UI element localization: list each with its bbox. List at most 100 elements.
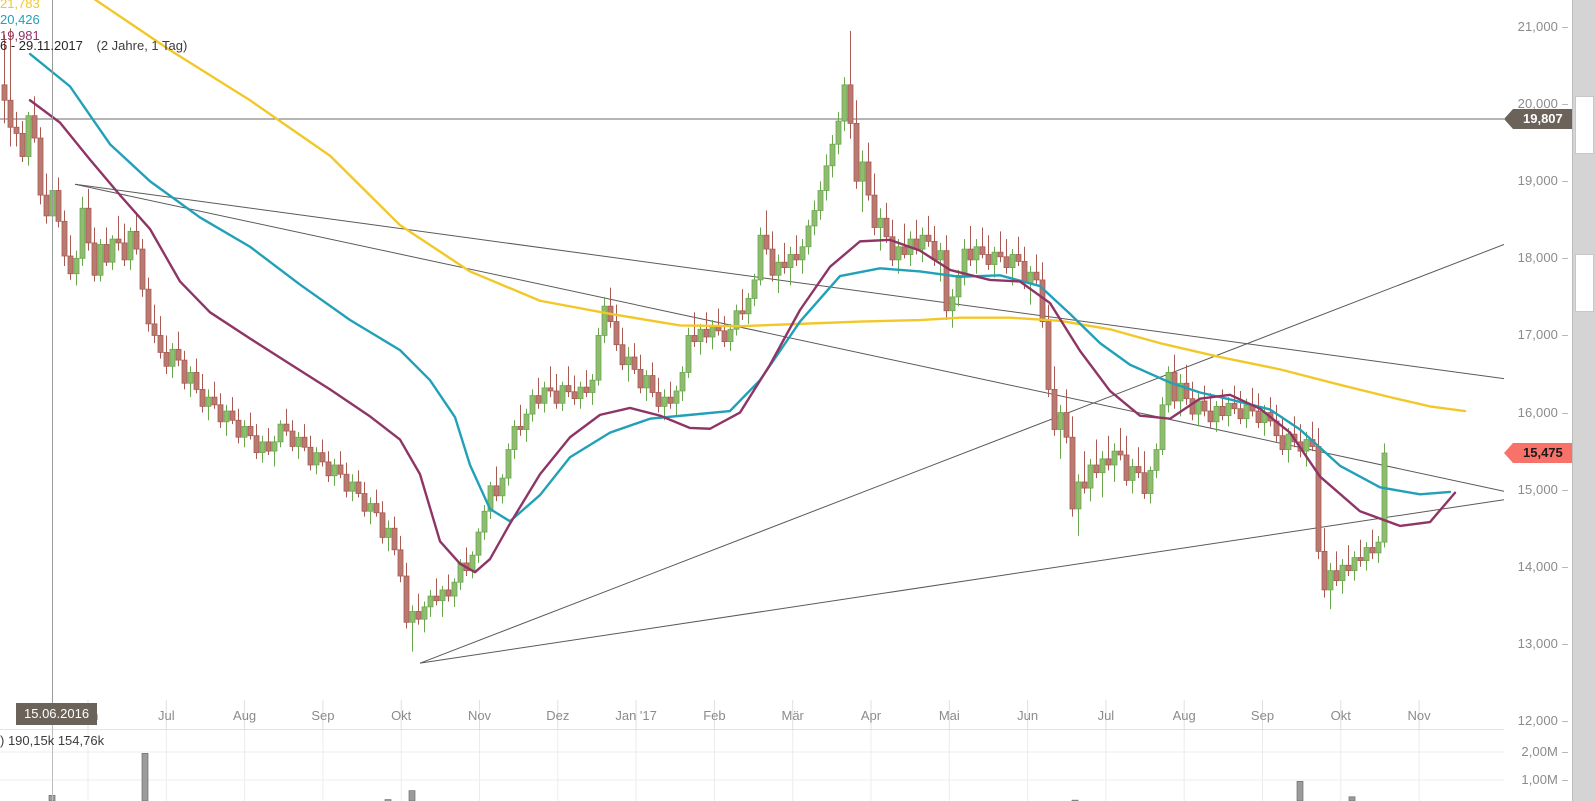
- candle-body: [601, 305, 608, 336]
- candle-body: [415, 611, 422, 620]
- candle-body: [619, 344, 626, 366]
- time-tick-12: Jun: [1017, 708, 1039, 723]
- price-tick-mark: [1562, 258, 1568, 260]
- candle-body: [427, 595, 434, 608]
- candle-body: [319, 452, 326, 463]
- candle-body: [817, 190, 824, 211]
- candle-body: [1315, 446, 1322, 552]
- candle-body: [199, 389, 206, 407]
- time-tick-14: Aug: [1172, 708, 1196, 723]
- ma-line-ma-mid--cyan-[interactable]: [28, 52, 1452, 523]
- candle-body: [1045, 321, 1052, 390]
- price-tick-mark: [1562, 412, 1568, 414]
- candle-body: [1141, 472, 1148, 494]
- candle-body: [37, 137, 44, 196]
- time-tick-13: Jul: [1097, 708, 1115, 723]
- candle-body: [121, 242, 128, 261]
- trendline-descending-upper[interactable]: [74, 183, 1504, 380]
- time-tick-2: Aug: [233, 708, 257, 723]
- time-tick-15: Sep: [1250, 708, 1275, 723]
- candle-body: [643, 375, 650, 389]
- candle-body: [1195, 400, 1202, 415]
- candle-body: [409, 611, 416, 623]
- candle-body: [283, 423, 290, 432]
- candle-body: [613, 321, 620, 346]
- candle-body: [1033, 271, 1040, 281]
- candle-body: [211, 396, 218, 406]
- candle-body: [577, 386, 584, 400]
- candle-body: [1135, 466, 1142, 474]
- candle-body: [1, 84, 8, 101]
- candle-body: [361, 493, 368, 512]
- candle-body: [823, 165, 830, 191]
- candle-body: [379, 512, 386, 538]
- price-chart-plot[interactable]: [0, 0, 1504, 730]
- candle-body: [313, 452, 320, 466]
- candle-body: [385, 527, 392, 538]
- candle-body: [1009, 254, 1016, 268]
- candle-body: [883, 217, 890, 238]
- ma-line-ma-long--yellow-[interactable]: [90, 0, 1467, 413]
- time-tick-16: Okt: [1330, 708, 1351, 723]
- crosshair-vertical-line: [52, 0, 53, 730]
- ma-line-ma-short--purple-[interactable]: [28, 99, 1457, 574]
- candle-body: [163, 352, 170, 367]
- candle-body: [589, 379, 596, 393]
- candle-body: [505, 449, 512, 479]
- candle-body: [301, 436, 308, 448]
- time-tick-9: Mär: [781, 708, 804, 723]
- candle-body: [265, 441, 272, 452]
- candle-body: [91, 242, 98, 276]
- candle-body: [739, 310, 746, 315]
- candle-body: [1111, 450, 1118, 466]
- candle-body: [331, 464, 338, 477]
- candle-body: [1069, 436, 1076, 510]
- trendline-ascending-lower[interactable]: [419, 499, 1504, 664]
- candle-body: [709, 325, 716, 338]
- candle-body: [757, 234, 764, 281]
- candle-body: [247, 426, 254, 437]
- legend-row-ma-long: 21,783: [0, 0, 40, 12]
- price-tick-20000: 20,000: [1517, 96, 1558, 112]
- candle-body: [79, 207, 86, 259]
- candle-body: [481, 510, 488, 533]
- price-tick-mark: [1562, 27, 1568, 28]
- candle-body: [985, 254, 992, 265]
- price-tick-13000: 13,000: [1517, 635, 1558, 651]
- vertical-scrollbar[interactable]: [1572, 0, 1595, 801]
- candle-body: [307, 446, 314, 466]
- volume-chart-plot[interactable]: [0, 730, 1504, 801]
- candle-body: [931, 240, 938, 261]
- candle-body: [1327, 570, 1334, 591]
- candle-body: [493, 485, 500, 497]
- time-axis[interactable]: Jun Jul Aug Sep Okt Nov Dez Jan '17 Feb Mär Apr Mai…: [0, 700, 1504, 730]
- candle-body: [439, 589, 446, 602]
- candle-body: [991, 251, 998, 265]
- scrollbar-thumb-upper[interactable]: [1575, 96, 1594, 154]
- time-tick-6: Dez: [546, 708, 570, 723]
- candle-body: [223, 410, 230, 423]
- candle-body: [193, 372, 200, 390]
- time-tick-1: Jul: [157, 708, 175, 723]
- candle-body: [1375, 541, 1382, 554]
- candle-body: [649, 375, 656, 393]
- price-axis[interactable]: 21,000 20,000 19,000 18,000 17,000 16,000 15,0…: [1504, 0, 1572, 801]
- candle-body: [151, 323, 158, 336]
- trendline-ascending-upper[interactable]: [419, 243, 1504, 664]
- candle-body: [1165, 372, 1172, 406]
- candle-body: [1213, 405, 1220, 423]
- time-tick-7: Jan '17: [615, 708, 657, 723]
- candle-body: [25, 115, 32, 157]
- price-tick-19000: 19,000: [1517, 173, 1558, 189]
- candle-body: [703, 328, 710, 338]
- time-tick-5: Nov: [467, 708, 492, 723]
- candle-body: [1081, 481, 1088, 489]
- candle-body: [187, 372, 194, 384]
- candle-body: [1225, 402, 1232, 417]
- candle-body: [673, 390, 680, 404]
- candle-body: [889, 236, 896, 261]
- candle-body: [343, 473, 350, 492]
- scrollbar-thumb-lower[interactable]: [1575, 254, 1594, 312]
- candle-body: [229, 410, 236, 421]
- candle-body: [895, 246, 902, 261]
